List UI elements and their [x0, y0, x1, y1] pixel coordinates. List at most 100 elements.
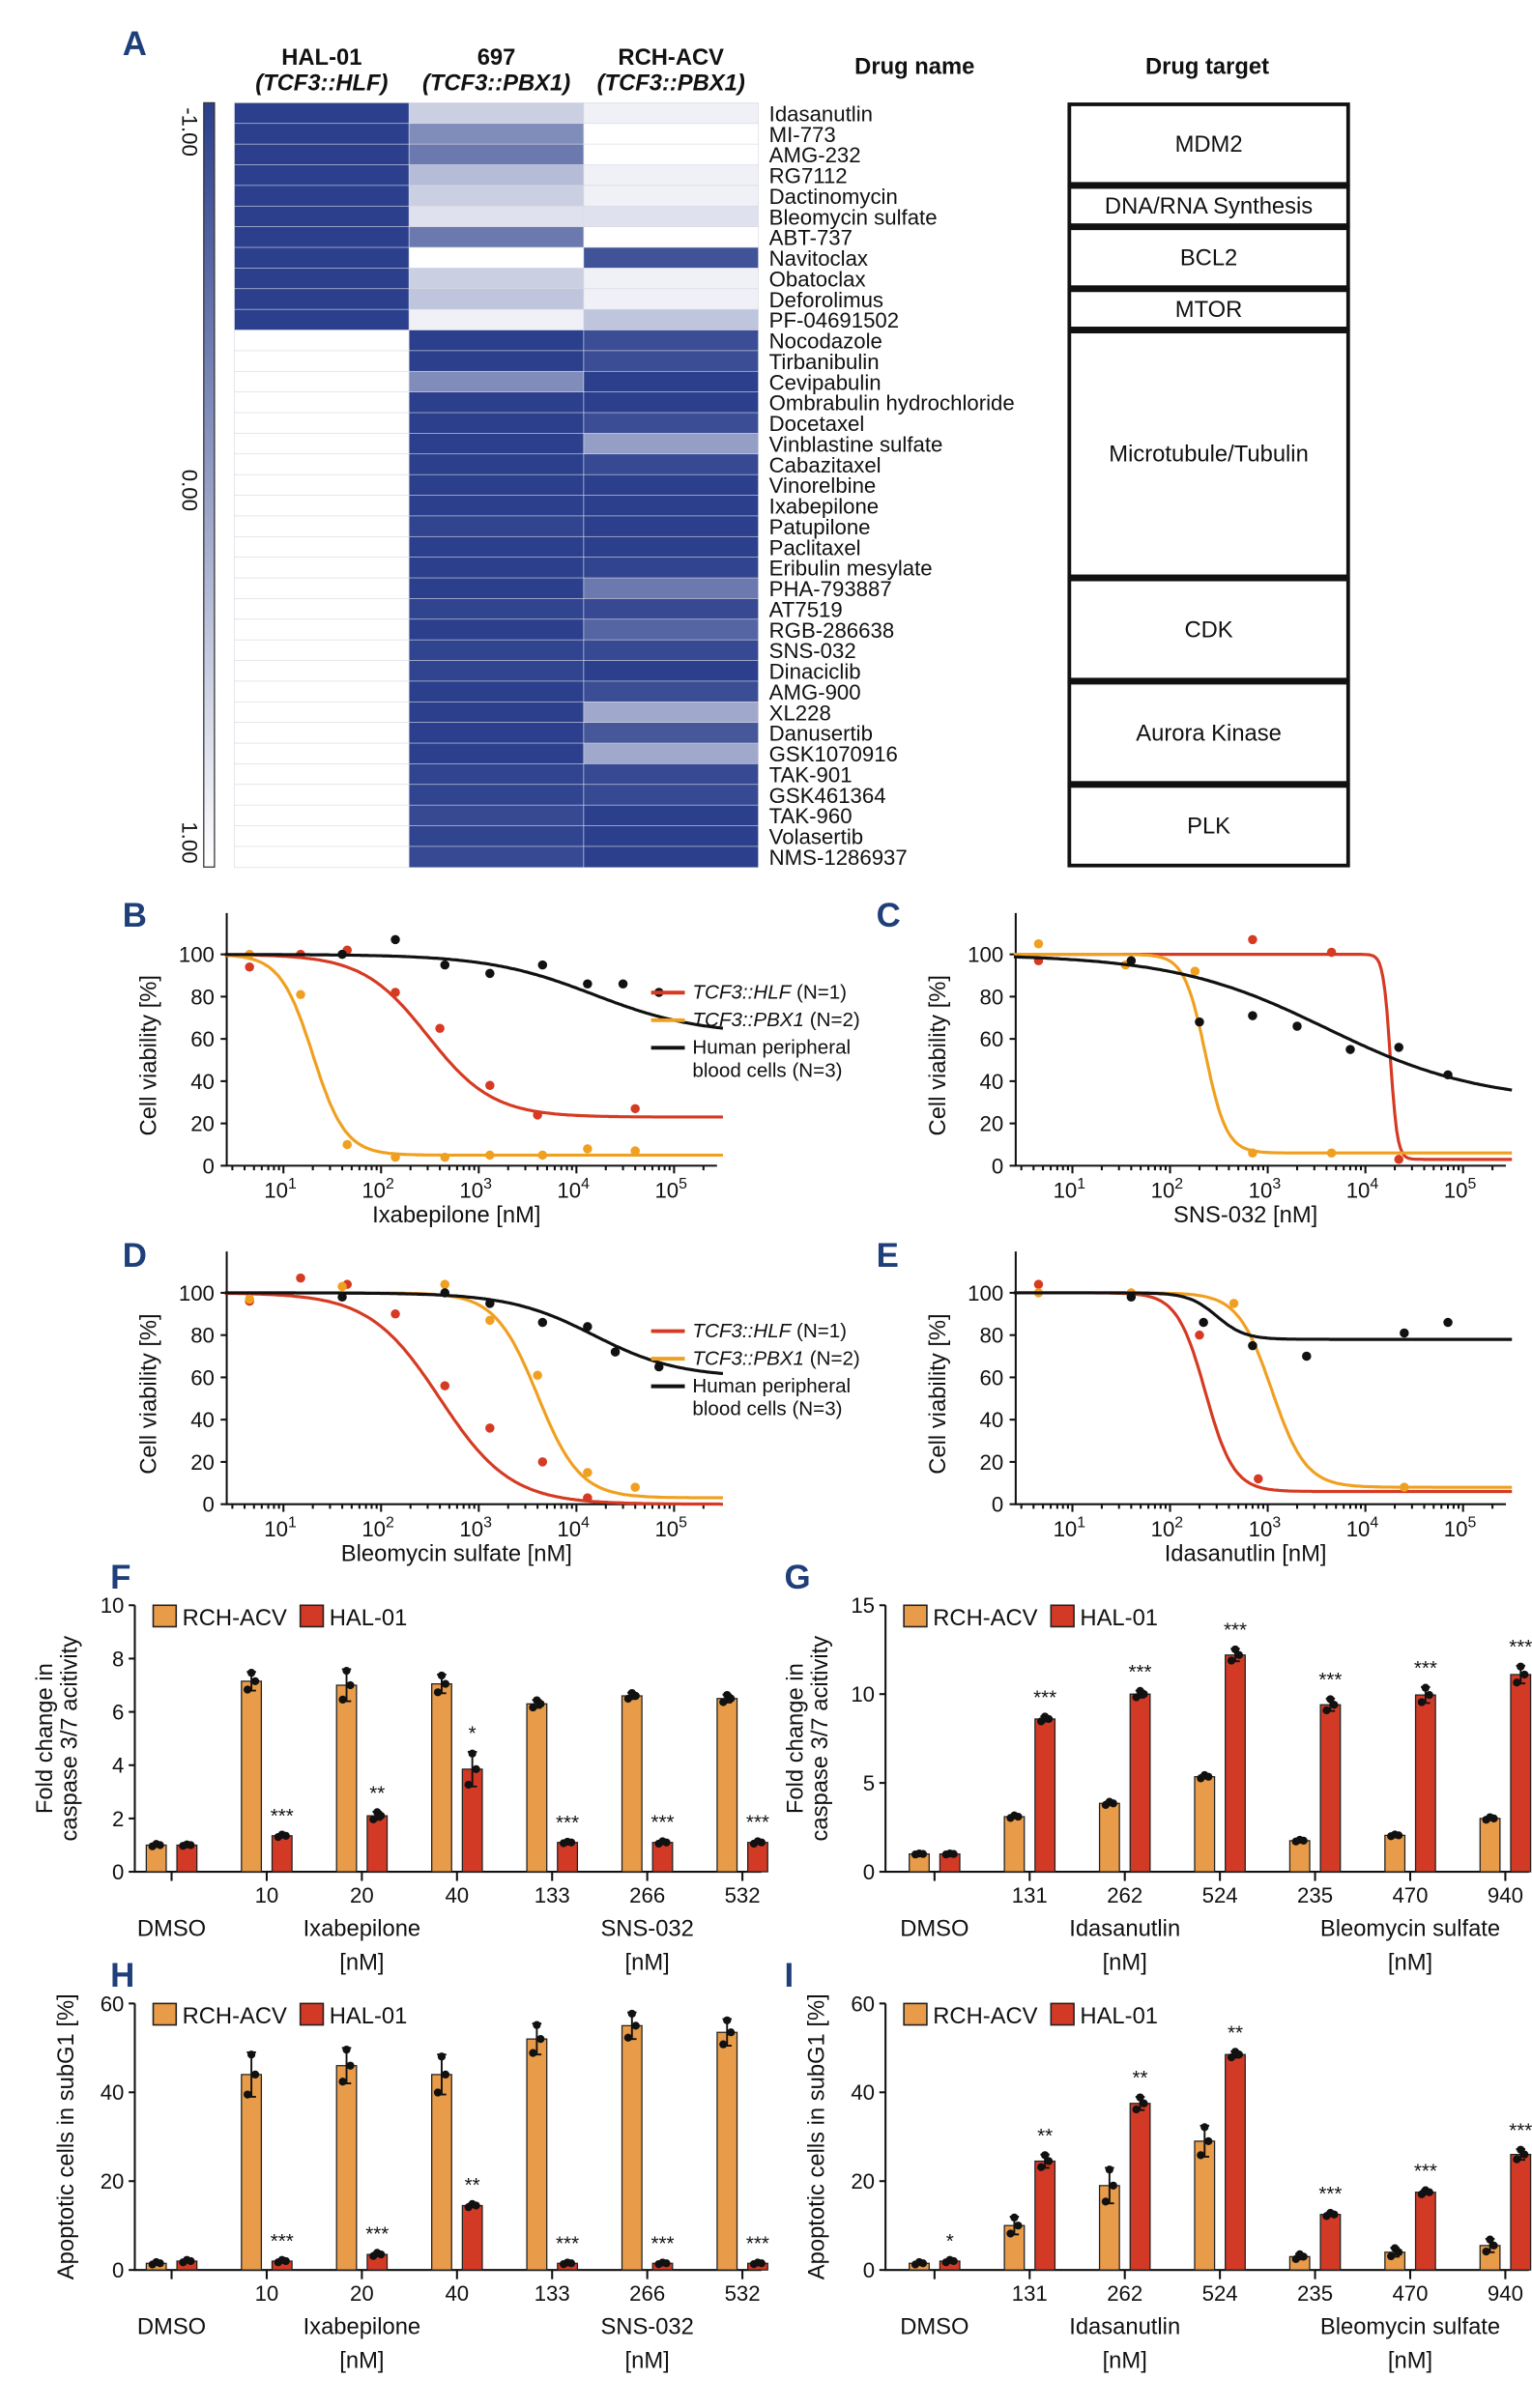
x-tick-label: 532	[725, 1883, 761, 1907]
drug-target-label: Aurora Kinase	[1136, 720, 1282, 746]
heatmap-cell	[234, 433, 410, 455]
replicate-point	[1109, 2181, 1117, 2190]
x-tick-exponent: 2	[1174, 1176, 1183, 1192]
panel-g-bar-chart: 0 5 10 15 131 *** 262 *** 524 *** 235 *** 470 *** 940 *…	[783, 1593, 1532, 1975]
heatmap-cell	[408, 433, 585, 455]
drug-target-box	[1067, 680, 1350, 786]
x-tick-label: 105	[654, 1176, 687, 1203]
replicate-point	[1387, 2251, 1396, 2261]
data-point	[1195, 1330, 1204, 1340]
replicate-point	[566, 1838, 576, 1847]
replicate-point	[1105, 2165, 1113, 2174]
drug-name: Dactinomycin	[769, 185, 898, 209]
significance-marker: ***	[650, 1812, 674, 1834]
x-tick-label: 470	[1392, 2281, 1428, 2306]
heatmap-cell	[583, 804, 759, 827]
drug-target-label: DNA/RNA Synthesis	[1105, 193, 1313, 219]
y-axis-label: Apoptotic cells in subG1 [%]	[804, 1993, 830, 2279]
significance-marker: ***	[1318, 2183, 1342, 2205]
data-point	[630, 1104, 640, 1114]
bar-rch-acv	[716, 1698, 738, 1873]
data-point	[537, 1457, 548, 1467]
heatmap-cell	[408, 660, 585, 682]
x-tick-base: 10	[1054, 1517, 1078, 1541]
replicate-point	[346, 2061, 355, 2070]
heatmap-cell	[583, 473, 759, 497]
replicate-point	[377, 2250, 386, 2259]
significance-marker: *	[469, 1722, 477, 1744]
heatmap-cell	[583, 123, 759, 145]
replicate-point	[1197, 2151, 1205, 2160]
replicate-point	[1513, 1678, 1521, 1687]
data-point	[1033, 938, 1044, 949]
heatmap-cell	[408, 391, 585, 414]
heatmap-cell	[583, 412, 759, 435]
group-label: Ixabepilone	[304, 2314, 421, 2340]
x-tick-exponent: 2	[386, 1514, 394, 1531]
y-tick-label: 5	[863, 1771, 875, 1795]
drug-target-box	[1067, 330, 1350, 579]
axes	[225, 1251, 717, 1505]
colorbar-tick: -1.00	[178, 107, 202, 157]
y-tick-label: 60	[851, 1992, 875, 2016]
heatmap-cell	[408, 515, 585, 538]
replicate-point	[949, 2256, 958, 2266]
data-point	[537, 960, 548, 970]
drug-name: RG7112	[769, 164, 848, 188]
x-tick-base: 10	[1444, 1179, 1468, 1203]
replicate-point	[1140, 1690, 1148, 1699]
legend-swatch	[903, 1604, 928, 1628]
drug-name: Ixabepilone	[769, 495, 880, 519]
drug-name: XL228	[769, 701, 831, 725]
heatmap-cell	[408, 742, 585, 765]
bar-rch-acv	[716, 2031, 738, 2271]
x-tick-label: 266	[629, 1883, 665, 1907]
heatmap-cell	[234, 825, 410, 847]
bar-rch-acv	[335, 2065, 358, 2271]
replicate-point	[1299, 1836, 1308, 1846]
drug-name: NMS-1286937	[769, 846, 908, 870]
replicate-point	[346, 1680, 355, 1690]
heatmap-cell	[408, 825, 585, 847]
heatmap-cell	[583, 143, 759, 166]
data-point	[337, 1281, 347, 1292]
heatmap-cell	[234, 288, 410, 310]
legend-label: Human peripheral	[692, 1037, 851, 1059]
bar-rch-acv	[1288, 1840, 1311, 1873]
x-tick-exponent: 3	[483, 1514, 492, 1531]
x-tick-label: 40	[445, 2281, 469, 2306]
y-tick-label: 0	[992, 1493, 1003, 1517]
bar-hal-01	[1129, 2103, 1151, 2271]
heatmap-cell	[234, 453, 410, 475]
y-tick-label: 40	[979, 1070, 1003, 1094]
legend-swatch	[1050, 2002, 1075, 2026]
y-tick-label: 80	[190, 1324, 215, 1348]
x-tick-exponent: 3	[1272, 1176, 1281, 1192]
data-point	[583, 979, 593, 989]
heatmap-cell	[234, 412, 410, 435]
replicate-point	[1200, 2123, 1209, 2132]
x-tick-base: 10	[1151, 1179, 1175, 1203]
bar-rch-acv	[1384, 1834, 1406, 1873]
x-tick-label: 101	[1054, 1514, 1086, 1541]
drug-name: MI-773	[769, 123, 836, 147]
y-tick-label: 40	[979, 1408, 1003, 1432]
bar-rch-acv	[621, 2024, 643, 2271]
legend-label: TCF3::HLF (N=1)	[692, 1320, 847, 1342]
data-point	[1228, 1299, 1239, 1308]
heatmap-cell	[234, 598, 410, 620]
replicate-point	[1006, 2229, 1015, 2238]
replicate-point	[281, 2256, 290, 2266]
data-point	[440, 1288, 450, 1298]
drug-target-label: BCL2	[1180, 245, 1237, 272]
y-tick-label: 20	[101, 2169, 125, 2193]
data-point	[1195, 1017, 1204, 1027]
fit-curve	[1013, 1291, 1513, 1341]
heatmap-cell	[583, 722, 759, 744]
replicate-point	[1394, 1831, 1403, 1840]
y-tick-label: 0	[112, 2258, 124, 2282]
data-point	[1033, 1279, 1044, 1289]
bar-hal-01	[651, 1842, 674, 1873]
